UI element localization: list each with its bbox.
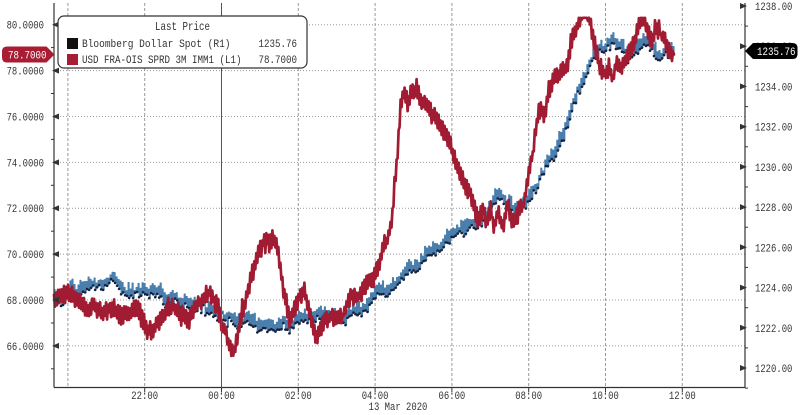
svg-text:1230.00: 1230.00 bbox=[755, 163, 792, 175]
svg-text:1220.00: 1220.00 bbox=[755, 364, 792, 376]
svg-text:08:00: 08:00 bbox=[515, 391, 542, 403]
svg-text:80.0000: 80.0000 bbox=[7, 21, 44, 33]
svg-text:Last Price: Last Price bbox=[155, 20, 210, 34]
svg-text:1235.76: 1235.76 bbox=[757, 47, 796, 59]
svg-text:06:00: 06:00 bbox=[439, 391, 466, 403]
svg-text:12:00: 12:00 bbox=[669, 391, 696, 403]
svg-text:76.0000: 76.0000 bbox=[7, 113, 44, 125]
svg-text:13 Mar 2020: 13 Mar 2020 bbox=[369, 402, 428, 414]
svg-text:1235.76: 1235.76 bbox=[259, 39, 298, 51]
svg-text:72.0000: 72.0000 bbox=[7, 204, 44, 216]
svg-text:Bloomberg Dollar Spot (R1): Bloomberg Dollar Spot (R1) bbox=[82, 39, 231, 51]
svg-text:00:00: 00:00 bbox=[208, 391, 235, 403]
svg-text:1226.00: 1226.00 bbox=[755, 243, 792, 255]
svg-text:22:00: 22:00 bbox=[131, 391, 158, 403]
svg-text:1224.00: 1224.00 bbox=[755, 284, 792, 296]
svg-text:1222.00: 1222.00 bbox=[755, 324, 792, 336]
svg-text:66.0000: 66.0000 bbox=[7, 342, 44, 354]
svg-text:78.0000: 78.0000 bbox=[7, 67, 44, 79]
svg-text:1232.00: 1232.00 bbox=[755, 123, 792, 135]
svg-text:68.0000: 68.0000 bbox=[7, 296, 44, 308]
svg-text:USD FRA-OIS SPRD 3M IMM1 (L1): USD FRA-OIS SPRD 3M IMM1 (L1) bbox=[82, 55, 242, 67]
svg-text:78.7000: 78.7000 bbox=[259, 55, 298, 67]
svg-text:02:00: 02:00 bbox=[285, 391, 312, 403]
svg-text:78.7000: 78.7000 bbox=[8, 50, 47, 62]
svg-text:10:00: 10:00 bbox=[592, 391, 619, 403]
svg-text:74.0000: 74.0000 bbox=[7, 158, 44, 170]
svg-text:1238.00: 1238.00 bbox=[755, 2, 792, 14]
svg-text:1228.00: 1228.00 bbox=[755, 203, 792, 215]
svg-text:70.0000: 70.0000 bbox=[7, 250, 44, 262]
svg-text:1234.00: 1234.00 bbox=[755, 82, 792, 94]
